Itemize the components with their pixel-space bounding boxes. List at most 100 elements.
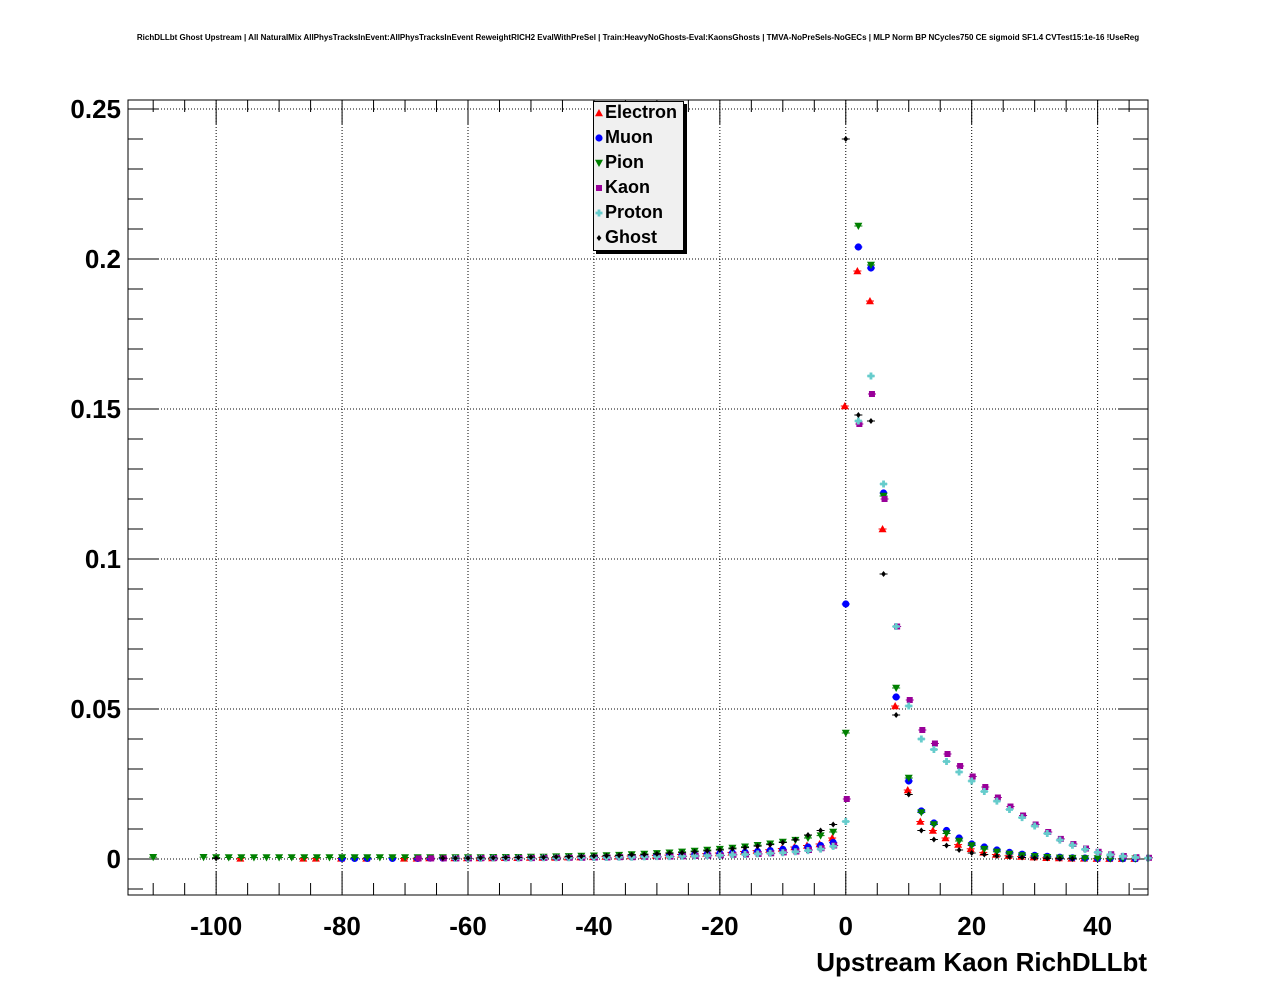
point-proton <box>678 852 686 860</box>
point-ghost <box>553 853 559 860</box>
point-ghost <box>1044 855 1050 862</box>
point-kaon <box>843 796 850 802</box>
point-pion <box>1093 855 1102 863</box>
point-proton <box>930 746 938 753</box>
legend-marker-kaon <box>596 185 602 191</box>
legend-symbol-pion <box>595 159 603 167</box>
x-tick-label: -100 <box>190 911 242 941</box>
point-electron <box>916 817 925 825</box>
point-pion <box>388 854 397 862</box>
point-proton <box>943 758 951 765</box>
legend-label: Electron <box>605 102 678 122</box>
legend-item-pion: Pion <box>594 152 683 177</box>
y-tick-label: 0.1 <box>85 544 121 574</box>
point-ghost <box>855 412 861 418</box>
x-tick-label: -40 <box>575 911 613 941</box>
point-proton <box>1094 848 1102 856</box>
point-electron <box>928 826 937 834</box>
point-ghost <box>906 791 912 798</box>
legend-marker-muon <box>595 134 603 142</box>
point-proton <box>741 851 749 858</box>
point-pion <box>287 854 296 862</box>
point-ghost <box>730 845 735 852</box>
point-ghost <box>515 854 521 861</box>
point-pion <box>199 854 208 862</box>
point-electron <box>853 267 862 275</box>
x-tick-label: -60 <box>449 911 487 941</box>
point-ghost <box>918 827 924 834</box>
point-ghost <box>704 847 710 854</box>
point-pion <box>312 854 321 862</box>
point-proton <box>1131 854 1139 861</box>
point-electron <box>878 525 887 533</box>
point-electron <box>891 702 900 710</box>
point-proton <box>665 853 673 861</box>
legend-symbol-muon <box>595 134 603 142</box>
point-pion <box>955 837 964 845</box>
legend-symbol-kaon <box>596 185 602 191</box>
point-ghost <box>679 849 685 856</box>
point-pion <box>1106 855 1115 863</box>
legend-label: Ghost <box>605 227 657 247</box>
point-proton <box>1106 851 1114 859</box>
y-tick-label: 0.05 <box>70 694 121 724</box>
point-ghost <box>604 852 609 859</box>
point-ghost <box>453 855 458 862</box>
point-ghost <box>503 854 509 861</box>
point-proton <box>867 372 875 380</box>
legend-item-kaon: Kaon <box>594 177 683 202</box>
x-tick-label: 0 <box>839 911 853 941</box>
series-pion <box>149 222 1140 863</box>
point-ghost <box>541 854 546 861</box>
legend-marker-electron <box>595 109 603 117</box>
point-kaon <box>982 784 989 790</box>
legend-marker-proton <box>595 209 603 217</box>
series-proton <box>451 372 1152 862</box>
point-pion <box>224 854 233 862</box>
x-tick-label: -20 <box>701 911 739 941</box>
y-tick-labels: 0 0.05 0.1 0.15 0.2 0.25 <box>70 94 121 874</box>
point-proton <box>980 788 988 795</box>
point-ghost <box>969 850 975 856</box>
point-electron <box>966 844 975 852</box>
legend-label: Pion <box>605 152 644 172</box>
point-ghost <box>868 418 874 424</box>
point-pion <box>829 828 838 836</box>
grid-lines <box>128 100 1148 895</box>
point-proton <box>917 735 925 743</box>
point-ghost <box>830 821 836 828</box>
point-pion <box>350 854 359 862</box>
point-ghost <box>566 853 572 860</box>
point-proton <box>754 850 762 858</box>
point-ghost <box>528 854 534 861</box>
chart-title: RichDLLbt Ghost Upstream | All NaturalMi… <box>136 33 1140 42</box>
point-ghost <box>755 843 761 850</box>
x-tick-label: 40 <box>1083 911 1112 941</box>
point-proton <box>880 480 888 488</box>
legend-symbol-proton <box>595 209 603 217</box>
point-kaon <box>428 855 435 862</box>
y-tick-label: 0.15 <box>70 394 121 424</box>
point-pion <box>1081 855 1090 863</box>
point-proton <box>968 777 976 785</box>
point-ghost <box>692 848 698 855</box>
point-proton <box>1005 806 1013 813</box>
point-proton <box>691 852 699 860</box>
point-ghost <box>667 850 672 857</box>
point-kaon <box>994 794 1001 801</box>
point-pion <box>300 854 309 862</box>
x-tick-label: -80 <box>323 911 361 941</box>
point-proton <box>817 845 825 853</box>
x-tick-labels: -100 -80 -60 -40 -20 0 20 40 <box>190 911 1112 941</box>
point-kaon <box>931 740 938 747</box>
point-pion <box>841 729 850 737</box>
point-pion <box>804 834 812 842</box>
point-ghost <box>893 712 899 718</box>
point-proton <box>1081 845 1089 853</box>
point-proton <box>703 852 711 860</box>
point-kaon <box>944 751 951 757</box>
point-proton <box>892 623 900 630</box>
point-proton <box>1056 836 1064 844</box>
point-kaon <box>957 763 964 769</box>
